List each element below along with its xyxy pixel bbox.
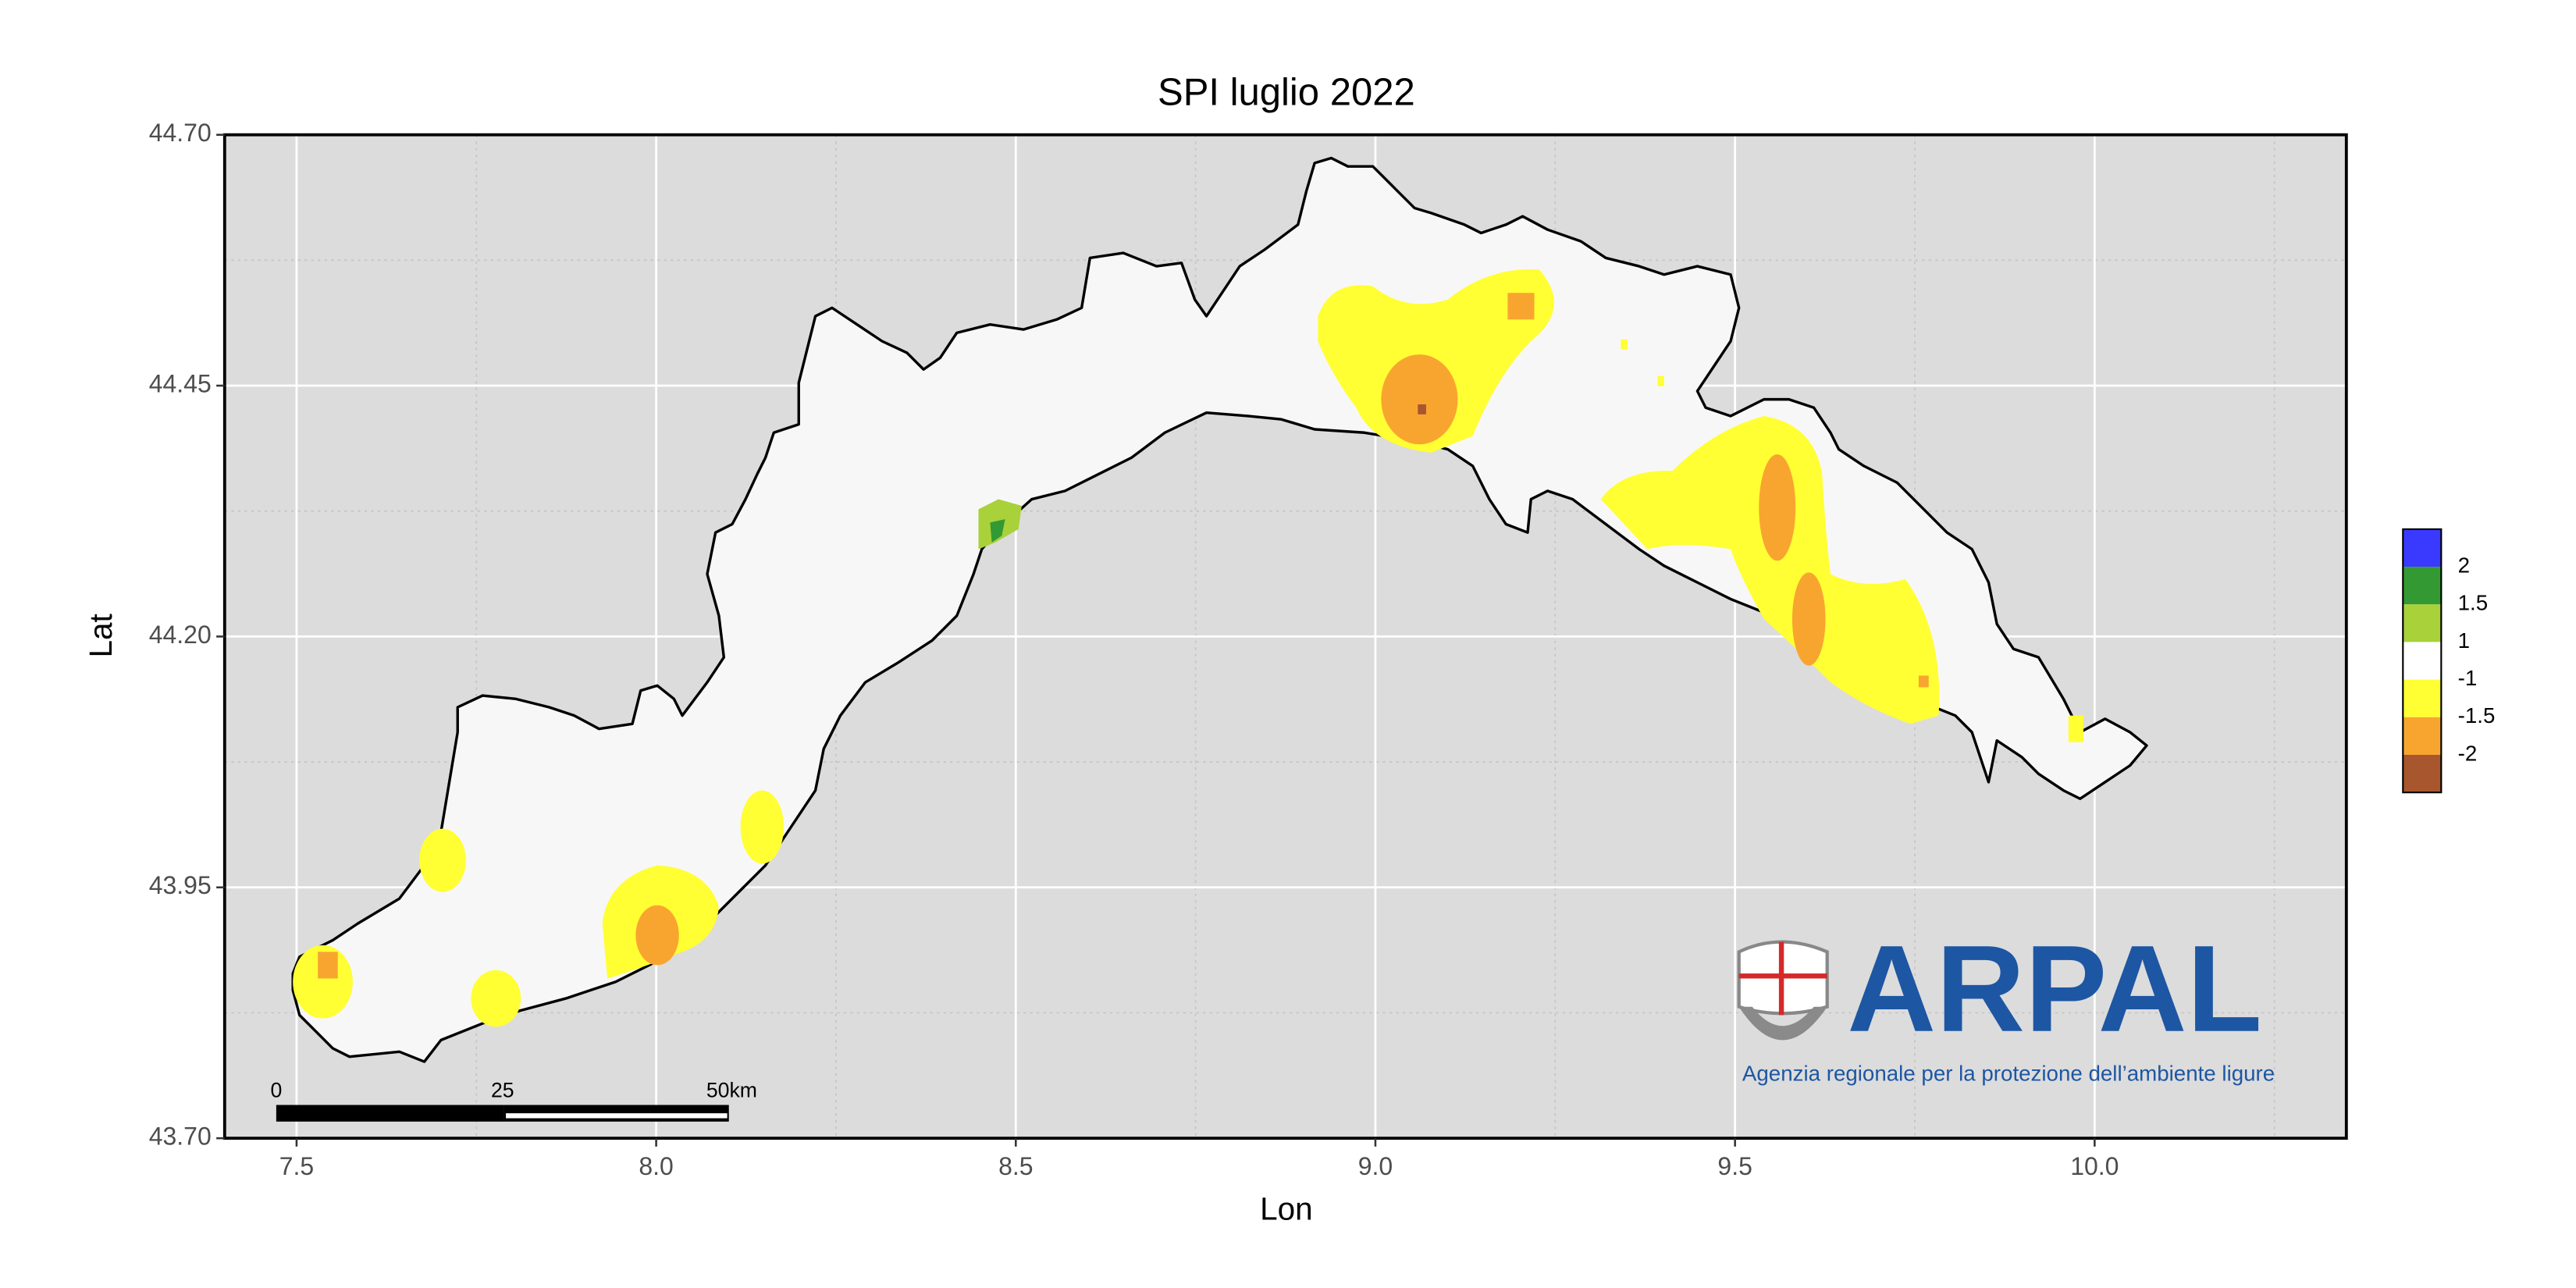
x-tick-label: 9.5 (1717, 1152, 1752, 1180)
x-axis-label: Lon (1260, 1191, 1313, 1227)
y-tick-label: 43.95 (149, 871, 212, 899)
very-dry-area (1918, 675, 1929, 688)
dry-area (1657, 375, 1664, 386)
y-tick-label: 43.70 (149, 1123, 212, 1151)
scale-bar-label: 25 (491, 1078, 514, 1101)
y-tick-label: 44.45 (149, 369, 212, 397)
dry-area (1621, 339, 1628, 350)
legend-label: -1.5 (2458, 703, 2496, 728)
very-dry-area (1759, 454, 1796, 561)
very-dry-area (1791, 572, 1826, 666)
legend-swatch (2403, 679, 2442, 717)
y-tick-label: 44.20 (149, 621, 212, 649)
scale-bar-label: 0 (270, 1078, 282, 1101)
legend-swatch (2403, 604, 2442, 642)
logo: ARPAL Agenzia regionale per la protezion… (1737, 920, 2275, 1085)
logo-arc (1738, 1006, 1827, 1041)
x-tick-label: 8.5 (998, 1152, 1033, 1180)
x-tick-label: 8.0 (639, 1152, 673, 1180)
logo-tagline: Agenzia regionale per la protezione dell… (1742, 1061, 2275, 1085)
legend: 2 1.5 1 -1 -1.5 -2 (2402, 528, 2496, 794)
map (291, 156, 2148, 1063)
legend-label: 2 (2458, 553, 2470, 577)
very-dry-area (1507, 293, 1535, 320)
legend-swatch (2403, 717, 2442, 755)
very-wet-area (990, 519, 1005, 543)
legend-label: 1 (2458, 628, 2470, 653)
logo-name: ARPAL (1847, 920, 2262, 1058)
extreme-dry-area (1418, 404, 1426, 415)
dry-area (1600, 415, 1940, 724)
legend-swatch (2403, 567, 2442, 605)
legend-swatch (2403, 754, 2442, 793)
very-dry-area (635, 905, 679, 966)
y-tick-label: 44.70 (149, 119, 212, 147)
x-tick-label: 10.0 (2070, 1152, 2119, 1180)
dry-area (419, 828, 466, 892)
scale-bar-segment (506, 1113, 728, 1119)
legend-swatch (2403, 528, 2442, 568)
y-axis-label: Lat (83, 614, 119, 657)
dry-area (471, 970, 521, 1027)
scale-bar: 0 25 50km (270, 1078, 757, 1122)
legend-label: -1 (2458, 666, 2478, 690)
dry-area (2068, 715, 2083, 742)
x-tick-label: 7.5 (279, 1152, 314, 1180)
x-tick-label: 9.0 (1358, 1152, 1393, 1180)
very-dry-area (1381, 354, 1458, 445)
scale-bar-segment (276, 1105, 504, 1122)
dry-area (740, 790, 785, 864)
legend-frame (2402, 528, 2443, 794)
legend-swatch (2403, 642, 2442, 680)
scale-bar-label: 50km (706, 1078, 757, 1101)
anomaly-areas (293, 269, 2083, 1027)
legend-label: 1.5 (2458, 591, 2489, 615)
chart-title: SPI luglio 2022 (1158, 71, 1415, 113)
legend-label: -2 (2458, 741, 2478, 765)
logo-cross (1738, 973, 1827, 979)
very-dry-area (318, 952, 338, 979)
